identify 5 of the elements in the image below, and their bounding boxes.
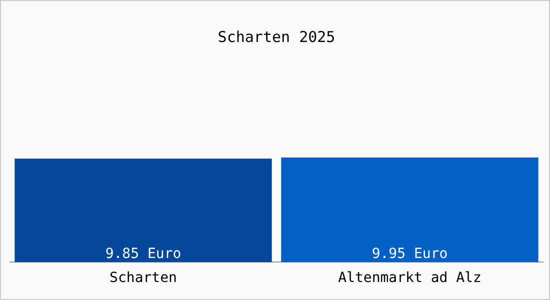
x-tick-label: Altenmarkt ad Alz bbox=[338, 270, 482, 286]
x-tick-label: Scharten bbox=[110, 270, 177, 286]
data-label: 9.85 Euro bbox=[105, 246, 182, 262]
data-label: 9.95 Euro bbox=[372, 246, 448, 262]
chart-title: Scharten 2025 bbox=[218, 28, 336, 46]
